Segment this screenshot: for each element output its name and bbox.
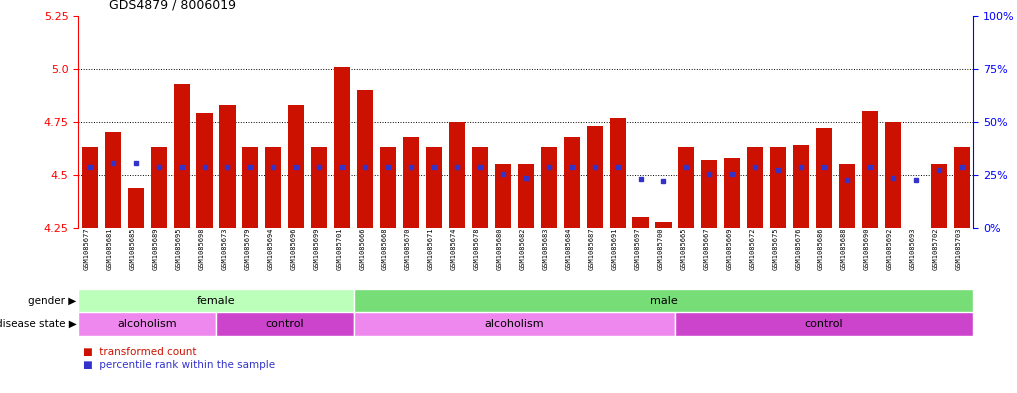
Text: alcoholism: alcoholism xyxy=(484,319,544,329)
Bar xyxy=(839,164,855,228)
Bar xyxy=(563,137,580,228)
Bar xyxy=(354,312,675,336)
Bar xyxy=(265,147,282,228)
Bar xyxy=(793,145,810,228)
Text: GSM1085695: GSM1085695 xyxy=(176,228,182,270)
Text: GDS4879 / 8006019: GDS4879 / 8006019 xyxy=(109,0,236,12)
Text: GSM1085678: GSM1085678 xyxy=(474,228,480,270)
Bar xyxy=(954,147,970,228)
Text: GSM1085694: GSM1085694 xyxy=(267,228,274,270)
Bar xyxy=(931,164,947,228)
Text: GSM1085679: GSM1085679 xyxy=(244,228,250,270)
Bar xyxy=(495,164,511,228)
Bar xyxy=(174,84,189,228)
Text: GSM1085681: GSM1085681 xyxy=(107,228,113,270)
Text: GSM1085698: GSM1085698 xyxy=(198,228,204,270)
Bar xyxy=(311,147,327,228)
Text: GSM1085686: GSM1085686 xyxy=(818,228,824,270)
Bar xyxy=(78,312,216,336)
Text: female: female xyxy=(196,296,235,306)
Text: GSM1085670: GSM1085670 xyxy=(405,228,411,270)
Bar xyxy=(335,67,350,228)
Text: alcoholism: alcoholism xyxy=(117,319,177,329)
Bar xyxy=(518,164,534,228)
Text: GSM1085696: GSM1085696 xyxy=(290,228,296,270)
Text: GSM1085669: GSM1085669 xyxy=(726,228,732,270)
Text: GSM1085700: GSM1085700 xyxy=(657,228,663,270)
Text: GSM1085682: GSM1085682 xyxy=(520,228,526,270)
Text: GSM1085689: GSM1085689 xyxy=(153,228,159,270)
Text: GSM1085687: GSM1085687 xyxy=(589,228,595,270)
Text: GSM1085690: GSM1085690 xyxy=(864,228,870,270)
Text: GSM1085680: GSM1085680 xyxy=(497,228,502,270)
Text: GSM1085683: GSM1085683 xyxy=(543,228,549,270)
Bar xyxy=(216,312,354,336)
Bar xyxy=(816,128,832,228)
Text: GSM1085672: GSM1085672 xyxy=(750,228,756,270)
Bar xyxy=(448,122,465,228)
Text: GSM1085673: GSM1085673 xyxy=(222,228,228,270)
Bar xyxy=(81,147,98,228)
Text: GSM1085667: GSM1085667 xyxy=(704,228,710,270)
Bar xyxy=(472,147,488,228)
Text: GSM1085702: GSM1085702 xyxy=(933,228,939,270)
Text: GSM1085693: GSM1085693 xyxy=(910,228,916,270)
Bar xyxy=(862,111,878,228)
Bar xyxy=(770,147,786,228)
Bar xyxy=(541,147,556,228)
Bar xyxy=(885,122,901,228)
Bar xyxy=(105,132,121,228)
Text: GSM1085676: GSM1085676 xyxy=(795,228,801,270)
Text: ■  percentile rank within the sample: ■ percentile rank within the sample xyxy=(83,360,276,371)
Text: GSM1085675: GSM1085675 xyxy=(772,228,778,270)
Text: GSM1085697: GSM1085697 xyxy=(635,228,641,270)
Text: GSM1085671: GSM1085671 xyxy=(428,228,434,270)
Text: control: control xyxy=(804,319,843,329)
Text: disease state ▶: disease state ▶ xyxy=(0,319,76,329)
Text: GSM1085684: GSM1085684 xyxy=(565,228,572,270)
Text: GSM1085691: GSM1085691 xyxy=(611,228,617,270)
Text: male: male xyxy=(650,296,677,306)
Text: control: control xyxy=(265,319,304,329)
Bar xyxy=(587,126,603,228)
Bar xyxy=(655,222,671,228)
Text: ■  transformed count: ■ transformed count xyxy=(83,347,197,357)
Bar xyxy=(357,90,373,228)
Bar xyxy=(609,118,625,228)
Text: GSM1085666: GSM1085666 xyxy=(359,228,365,270)
Text: GSM1085703: GSM1085703 xyxy=(956,228,962,270)
Text: GSM1085668: GSM1085668 xyxy=(382,228,388,270)
Bar xyxy=(724,158,740,228)
Bar xyxy=(702,160,717,228)
Bar xyxy=(78,289,354,312)
Bar xyxy=(633,217,649,228)
Text: GSM1085685: GSM1085685 xyxy=(130,228,135,270)
Text: GSM1085692: GSM1085692 xyxy=(887,228,893,270)
Bar xyxy=(220,105,236,228)
Text: GSM1085677: GSM1085677 xyxy=(83,228,89,270)
Bar xyxy=(151,147,167,228)
Bar xyxy=(380,147,397,228)
Bar xyxy=(196,113,213,228)
Bar xyxy=(403,137,419,228)
Bar xyxy=(678,147,695,228)
Bar xyxy=(288,105,304,228)
Text: gender ▶: gender ▶ xyxy=(28,296,76,306)
Bar xyxy=(354,289,973,312)
Bar xyxy=(242,147,258,228)
Text: GSM1085699: GSM1085699 xyxy=(313,228,319,270)
Bar xyxy=(426,147,442,228)
Text: GSM1085665: GSM1085665 xyxy=(680,228,686,270)
Text: GSM1085674: GSM1085674 xyxy=(451,228,457,270)
Bar xyxy=(128,187,143,228)
Bar xyxy=(747,147,764,228)
Bar xyxy=(675,312,973,336)
Text: GSM1085688: GSM1085688 xyxy=(841,228,847,270)
Text: GSM1085701: GSM1085701 xyxy=(337,228,342,270)
